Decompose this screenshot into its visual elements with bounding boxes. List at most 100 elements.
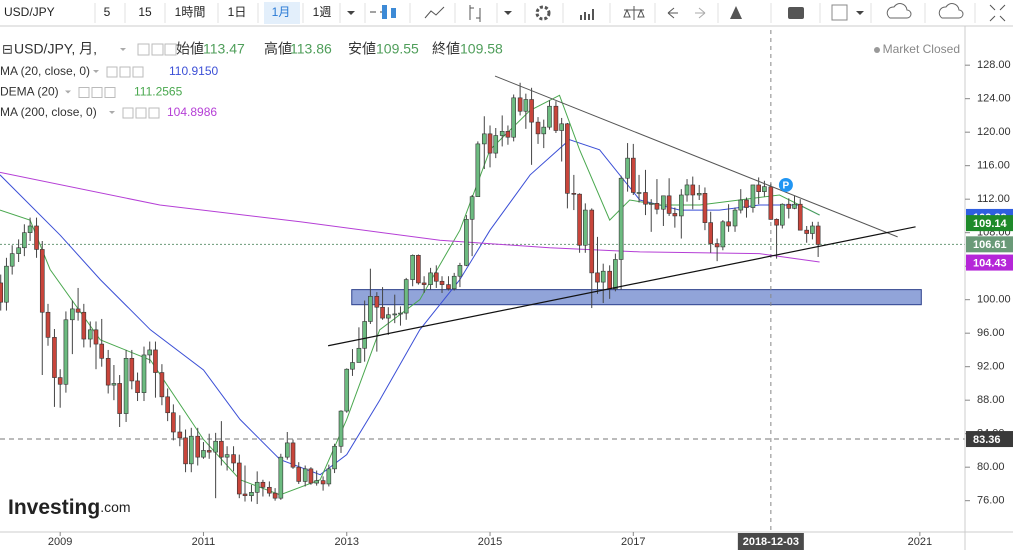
- y-tick-label: 128.00: [977, 59, 1011, 71]
- candle-body: [314, 480, 319, 484]
- candle-body: [320, 480, 326, 485]
- legend-button[interactable]: [151, 43, 164, 56]
- candle-body: [708, 222, 713, 244]
- candle-body: [768, 186, 774, 220]
- legend-button[interactable]: [106, 66, 118, 78]
- price-label-bg: [966, 236, 1013, 253]
- icon-fullscreen[interactable]: [989, 4, 1006, 22]
- candle-body: [39, 249, 45, 313]
- y-tick-label: 112.00: [977, 193, 1010, 205]
- interval-button[interactable]: 1日: [228, 5, 247, 19]
- candle-body: [553, 105, 559, 131]
- legend-button[interactable]: [137, 43, 150, 56]
- candle-body: [505, 131, 511, 138]
- interval-button[interactable]: 5: [104, 5, 111, 19]
- dropdown[interactable]: [93, 70, 99, 73]
- icon-undo[interactable]: [667, 7, 678, 19]
- dropdown[interactable]: [504, 11, 512, 15]
- candle-body: [559, 123, 564, 131]
- candle-body: [702, 193, 708, 223]
- icon-settings[interactable]: [535, 5, 551, 21]
- candle-body: [338, 410, 344, 447]
- ohlc-value: 109.55: [376, 41, 419, 57]
- price-label: 104.43: [973, 257, 1007, 269]
- collapse-icon[interactable]: ⊟: [2, 41, 13, 56]
- icon-candles[interactable]: [382, 5, 387, 19]
- indicator-name: MA (200, close, 0): [0, 105, 97, 119]
- candle-body: [589, 209, 595, 274]
- candle-body: [135, 380, 140, 393]
- candle-body: [493, 135, 499, 154]
- candle-body: [469, 196, 475, 220]
- y-tick-label: 80.00: [977, 461, 1005, 473]
- candle-body: [804, 229, 809, 234]
- legend-button[interactable]: [78, 87, 90, 98]
- toolbar: USD/JPY: [0, 0, 1013, 27]
- interval-button[interactable]: 1週: [313, 5, 332, 19]
- y-tick-label: 88.00: [977, 394, 1005, 406]
- legend-button[interactable]: [122, 107, 134, 119]
- candle-body: [631, 157, 636, 193]
- candle-body: [9, 253, 15, 267]
- legend-button[interactable]: [132, 66, 144, 78]
- y-tick-label: 92.00: [977, 361, 1005, 373]
- candle-body: [385, 314, 391, 319]
- candle-body: [679, 194, 684, 217]
- candle-body: [672, 213, 678, 217]
- legend-button[interactable]: [91, 87, 103, 98]
- candle-body: [111, 383, 117, 386]
- candle-body: [416, 254, 421, 284]
- candle-body: [403, 279, 409, 314]
- legend-button[interactable]: [148, 107, 160, 119]
- dropdown[interactable]: [856, 11, 864, 15]
- candle-body: [762, 186, 767, 192]
- candle-body: [70, 308, 75, 321]
- icon-bars[interactable]: [469, 5, 481, 22]
- indicator-value: 104.8986: [167, 105, 217, 119]
- ohlc-label: 安値: [348, 41, 376, 57]
- dropdown[interactable]: [65, 90, 71, 94]
- candle-body: [648, 203, 654, 205]
- candle-body: [45, 311, 51, 338]
- candle-body: [249, 492, 254, 496]
- candle-body: [481, 133, 487, 145]
- icon-indicators[interactable]: [580, 9, 594, 20]
- icon-line[interactable]: [424, 6, 445, 19]
- candle-body: [219, 440, 224, 458]
- icon-redo[interactable]: [695, 7, 706, 19]
- icon-camera[interactable]: [788, 7, 804, 19]
- legend-button[interactable]: [135, 107, 147, 119]
- y-tick-label: 100.00: [977, 294, 1011, 306]
- icon-color[interactable]: [831, 4, 848, 21]
- candle-body: [487, 133, 493, 154]
- icon-candles[interactable]: [391, 8, 396, 18]
- price-label: 83.36: [973, 434, 1001, 446]
- icon-compare[interactable]: [623, 6, 645, 20]
- legend-button[interactable]: [164, 43, 177, 56]
- interval-button[interactable]: 15: [138, 5, 152, 19]
- active-interval-bg[interactable]: [264, 2, 300, 24]
- candle-body: [260, 481, 266, 488]
- symbol[interactable]: USD/JPY: [4, 5, 55, 19]
- interval-button[interactable]: 1時間: [175, 5, 206, 19]
- legend-button[interactable]: [104, 87, 116, 98]
- x-tick-label: 2017: [621, 536, 645, 548]
- candle-body: [583, 209, 588, 246]
- event-marker[interactable]: [778, 177, 793, 192]
- legend-button[interactable]: [119, 66, 131, 78]
- dropdown[interactable]: [120, 48, 126, 51]
- candle-body: [296, 466, 302, 482]
- dropdown[interactable]: [347, 11, 355, 15]
- icon-alert[interactable]: [730, 6, 742, 19]
- candle-body: [786, 203, 792, 209]
- icon-cloud-save[interactable]: [938, 3, 964, 19]
- y-tick-label: 76.00: [977, 495, 1005, 507]
- indicator-line: [0, 139, 820, 476]
- candle-body: [380, 306, 385, 319]
- interval-button[interactable]: 1月: [272, 5, 291, 19]
- candle-body: [600, 270, 606, 283]
- candle-body: [732, 209, 738, 227]
- dropdown[interactable]: [109, 111, 115, 114]
- candle-body: [254, 481, 260, 493]
- icon-cloud-load[interactable]: [886, 3, 912, 19]
